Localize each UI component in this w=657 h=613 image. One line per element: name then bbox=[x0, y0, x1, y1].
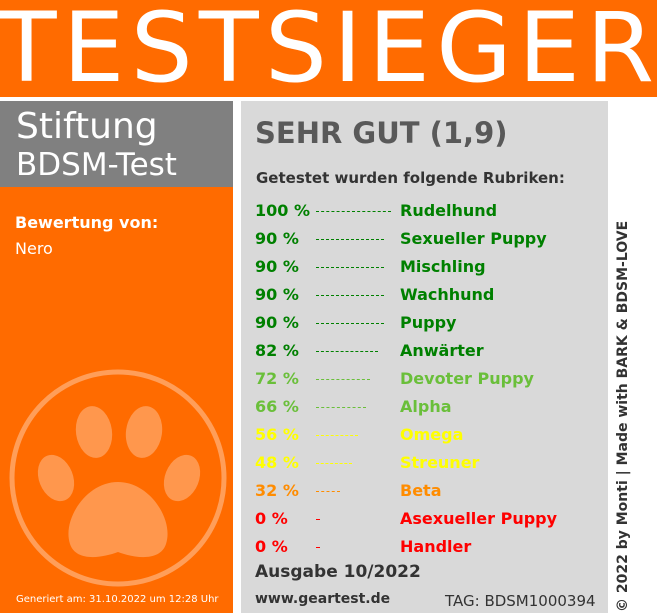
category-percent: 66 % bbox=[255, 397, 299, 416]
category-name: Rudelhund bbox=[400, 201, 498, 220]
category-score-line bbox=[316, 323, 384, 324]
category-percent: 90 % bbox=[255, 229, 299, 248]
category-percent: 90 % bbox=[255, 257, 299, 276]
category-row: 90 % Puppy bbox=[0, 312, 657, 340]
category-row: 82 % Anwärter bbox=[0, 340, 657, 368]
results-panel bbox=[241, 101, 608, 613]
category-name: Puppy bbox=[400, 313, 457, 332]
category-name: Handler bbox=[400, 537, 472, 556]
category-name: Anwärter bbox=[400, 341, 484, 360]
category-percent: 90 % bbox=[255, 313, 299, 332]
category-score-line bbox=[316, 267, 384, 268]
category-name: Streuner bbox=[400, 453, 480, 472]
category-row: 90 % Sexueller Puppy bbox=[0, 228, 657, 256]
category-row: 90 % Wachhund bbox=[0, 284, 657, 312]
overall-grade: SEHR GUT (1,9) bbox=[255, 116, 508, 150]
category-score-line bbox=[316, 547, 320, 548]
category-percent: 48 % bbox=[255, 453, 299, 472]
category-row: 100 % Rudelhund bbox=[0, 200, 657, 228]
generated-timestamp: Generiert am: 31.10.2022 um 12:28 Uhr bbox=[16, 594, 219, 605]
category-name: Asexueller Puppy bbox=[400, 509, 558, 528]
category-name: Devoter Puppy bbox=[400, 369, 534, 388]
category-name: Omega bbox=[400, 425, 464, 444]
category-score-line bbox=[316, 379, 370, 380]
copyright-vertical: © 2022 by Monti | Made with BARK & BDSM-… bbox=[615, 220, 631, 612]
category-row: 0 % Asexueller Puppy bbox=[0, 508, 657, 536]
brand-box: Stiftung BDSM-Test bbox=[0, 101, 233, 187]
category-name: Wachhund bbox=[400, 285, 495, 304]
category-name: Alpha bbox=[400, 397, 452, 416]
category-score-line bbox=[316, 351, 378, 352]
testsieger-banner: TESTSIEGER bbox=[0, 0, 657, 102]
categories-subtitle: Getestet wurden folgende Rubriken: bbox=[256, 169, 565, 187]
category-row: 32 % Beta bbox=[0, 480, 657, 508]
category-score-line bbox=[316, 407, 366, 408]
banner-title: TESTSIEGER bbox=[0, 0, 657, 104]
category-score-line bbox=[316, 491, 340, 492]
category-row: 0 % Handler bbox=[0, 536, 657, 564]
website-link[interactable]: www.geartest.de bbox=[255, 591, 391, 607]
category-name: Mischling bbox=[400, 257, 486, 276]
category-score-line bbox=[316, 239, 384, 240]
category-name: Beta bbox=[400, 481, 442, 500]
category-percent: 72 % bbox=[255, 369, 299, 388]
category-row: 66 % Alpha bbox=[0, 396, 657, 424]
paw-print-icon bbox=[9, 369, 227, 587]
brand-line-1: Stiftung bbox=[16, 106, 158, 147]
category-percent: 100 % bbox=[255, 201, 310, 220]
brand-line-2: BDSM-Test bbox=[16, 147, 177, 183]
category-percent: 32 % bbox=[255, 481, 299, 500]
category-row: 90 % Mischling bbox=[0, 256, 657, 284]
category-name: Sexueller Puppy bbox=[400, 229, 547, 248]
category-row: 56 % Omega bbox=[0, 424, 657, 452]
category-percent: 0 % bbox=[255, 509, 288, 528]
category-row: 72 % Devoter Puppy bbox=[0, 368, 657, 396]
category-score-line bbox=[316, 295, 384, 296]
category-percent: 90 % bbox=[255, 285, 299, 304]
rating-label: Bewertung von: bbox=[15, 213, 159, 232]
category-score-line bbox=[316, 211, 391, 212]
category-score-line bbox=[316, 519, 320, 520]
category-score-line bbox=[316, 435, 358, 436]
issue-label: Ausgabe 10/2022 bbox=[255, 562, 421, 582]
category-row: 48 % Streuner bbox=[0, 452, 657, 480]
category-percent: 56 % bbox=[255, 425, 299, 444]
tag-id: TAG: BDSM1000394 bbox=[445, 592, 596, 610]
category-percent: 0 % bbox=[255, 537, 288, 556]
category-percent: 82 % bbox=[255, 341, 299, 360]
rating-name: Nero bbox=[15, 239, 53, 258]
category-score-line bbox=[316, 463, 352, 464]
